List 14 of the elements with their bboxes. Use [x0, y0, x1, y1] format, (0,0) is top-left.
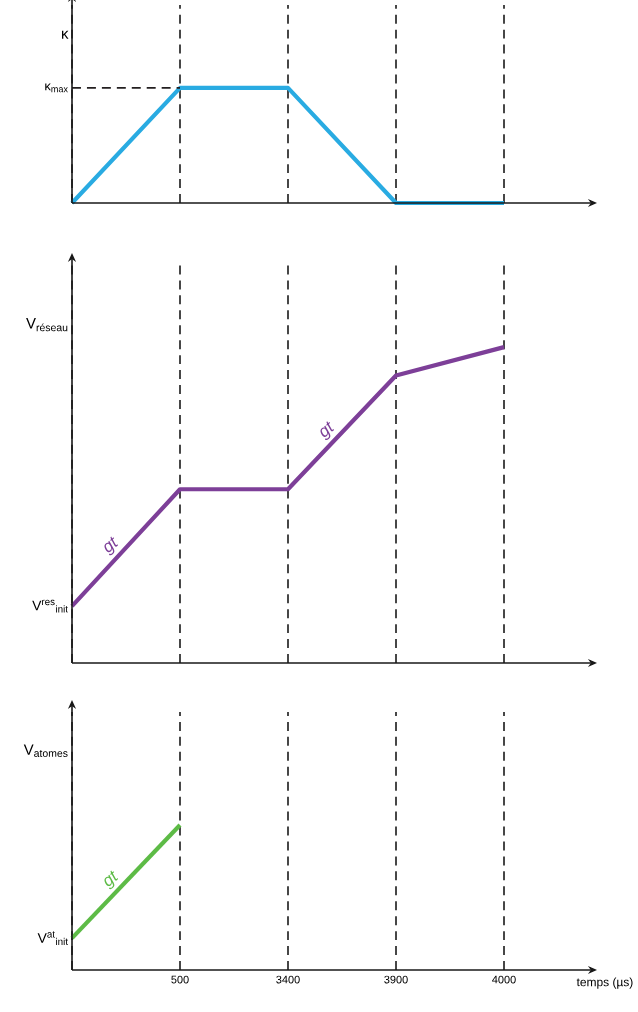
text: V$^{at}$init [37, 931, 68, 945]
x-tick-label: 3900 [384, 975, 408, 984]
x-tick-label: 4000 [492, 975, 516, 984]
annotation: gt [104, 536, 118, 556]
y-axis-title: V$_{réseau}$ [26, 318, 68, 332]
annotation: gt [320, 421, 335, 440]
ref-line-label: κ$_{max}$ [45, 83, 68, 93]
x-axis-title: temps (µs) [576, 977, 633, 989]
x-tick-label: 500 [171, 975, 189, 984]
annotation: gt [104, 870, 118, 890]
text: V$^{res}$init [32, 599, 68, 613]
y-axis-title: V$_{atomes}$ [23, 744, 68, 757]
x-tick-label: 3400 [276, 975, 300, 984]
y-axis-title: κ [62, 30, 69, 39]
